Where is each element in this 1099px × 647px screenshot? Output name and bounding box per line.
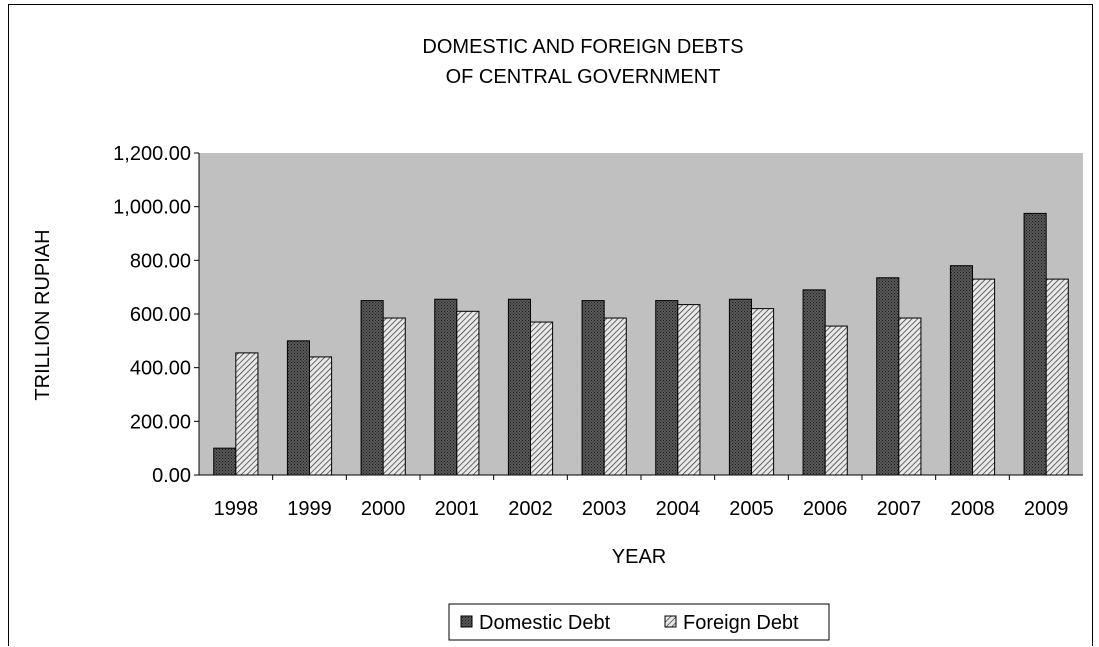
legend: Domestic Debt Foreign Debt — [448, 603, 830, 641]
bar-domestic — [434, 298, 458, 476]
bar-domestic — [581, 300, 605, 476]
x-tick-label: 1999 — [287, 498, 332, 520]
x-tick-label: 2007 — [877, 498, 922, 520]
bar-foreign — [456, 310, 480, 476]
bar-foreign — [309, 356, 333, 476]
bar-foreign — [235, 352, 259, 476]
bar-foreign — [603, 317, 627, 476]
x-tick-label: 2004 — [656, 498, 701, 520]
legend-swatch-foreign — [664, 615, 677, 628]
x-axis: 1998 1999 2000 2001 2002 2003 2004 2005 2006 2007… — [199, 474, 1083, 520]
y-axis-title: TRILLION RUPIAH — [32, 229, 54, 400]
x-tick-label: 2000 — [361, 498, 406, 520]
x-tick-label: 2001 — [435, 498, 480, 520]
y-tick-label: 400.00 — [130, 358, 191, 380]
bar-foreign — [1045, 278, 1069, 476]
chart-svg: DOMESTIC AND FOREIGN DEBTS OF CENTRAL GO… — [32, 36, 1083, 641]
y-tick-label: 0.00 — [152, 465, 191, 487]
bar-foreign — [972, 278, 996, 476]
bar-foreign — [530, 321, 554, 476]
y-tick-label: 600.00 — [130, 304, 191, 326]
x-tick-label: 2005 — [729, 498, 774, 520]
bar-domestic — [655, 300, 679, 476]
y-tick-label: 1,200.00 — [113, 143, 191, 165]
bar-foreign — [751, 308, 775, 476]
bar-foreign — [677, 304, 701, 476]
x-axis-title: YEAR — [612, 546, 666, 568]
y-axis: 0.00 200.00 400.00 600.00 800.00 1,000.00 1,20… — [113, 143, 200, 487]
bar-foreign — [898, 317, 922, 476]
x-tick-label: 2009 — [1024, 498, 1069, 520]
y-tick-label: 800.00 — [130, 250, 191, 272]
x-tick-label: 2008 — [950, 498, 995, 520]
y-tick-label: 1,000.00 — [113, 197, 191, 219]
bar-domestic — [876, 277, 900, 476]
x-tick-label: 1998 — [214, 498, 259, 520]
bar-domestic — [286, 340, 310, 476]
bar-domestic — [1023, 212, 1047, 476]
bar-domestic — [507, 298, 531, 476]
bar-domestic — [213, 447, 237, 476]
bar-foreign — [382, 317, 406, 476]
bar-foreign — [824, 325, 848, 476]
bar-domestic — [360, 300, 384, 476]
plot-area — [199, 153, 1083, 475]
bar-domestic — [728, 298, 753, 476]
x-tick-label: 2002 — [508, 498, 553, 520]
y-tick-label: 200.00 — [130, 411, 191, 433]
x-tick-label: 2003 — [582, 498, 627, 520]
legend-label-foreign: Foreign Debt — [683, 612, 799, 634]
x-tick-label: 2006 — [803, 498, 848, 520]
legend-label-domestic: Domestic Debt — [479, 612, 611, 634]
legend-swatch-domestic — [460, 615, 473, 628]
legend-box — [448, 603, 830, 641]
chart-title-line-1: DOMESTIC AND FOREIGN DEBTS — [422, 36, 743, 58]
bar-domestic — [802, 289, 826, 476]
chart-title-line-2: OF CENTRAL GOVERNMENT — [446, 66, 721, 88]
chart-frame: DOMESTIC AND FOREIGN DEBTS OF CENTRAL GO… — [8, 4, 1093, 646]
bar-domestic — [949, 265, 974, 476]
